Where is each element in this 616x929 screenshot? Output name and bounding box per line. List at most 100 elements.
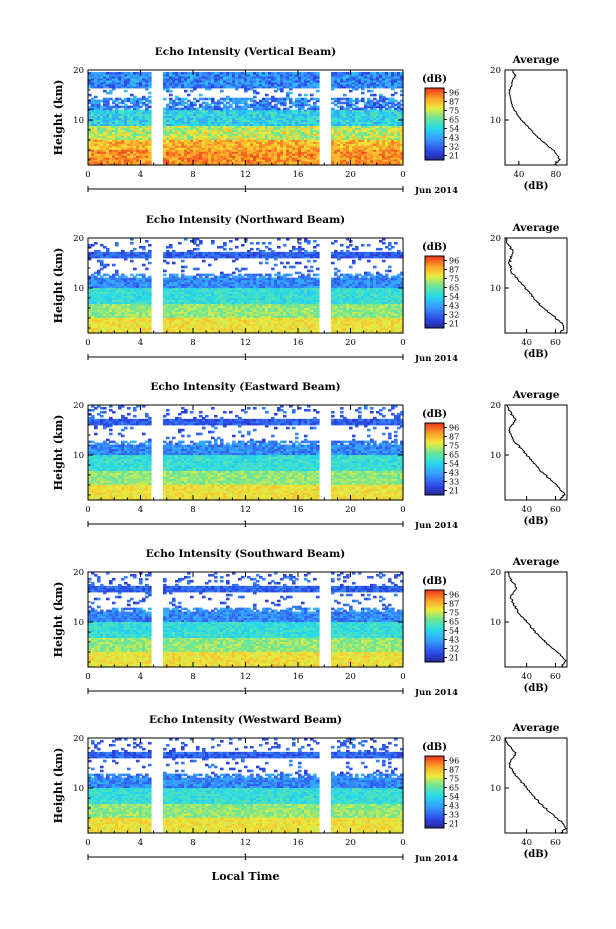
x-tick-label: 4 [138, 838, 143, 848]
colorbar-tick-label: 87 [449, 433, 459, 442]
colorbar-tick-label: 87 [449, 266, 459, 275]
colorbar-tick-label: 43 [449, 802, 459, 811]
profile-x-tick-label: 40 [521, 505, 532, 515]
average-profile: Average 10 20 40 80(dB) [490, 54, 568, 192]
x-tick-label: 12 [240, 170, 251, 180]
x-tick-label: 8 [190, 838, 195, 848]
day-label: 1 [243, 687, 248, 697]
profile-title: Average [512, 389, 560, 401]
y-axis-label: Height (km) [52, 582, 65, 658]
colorbar-tick-label: 21 [449, 320, 459, 329]
colorbar-unit: (dB) [422, 409, 447, 420]
heatmap [88, 572, 404, 668]
profile-x-tick-label: 60 [550, 838, 561, 848]
month-label: Jun 2014 [414, 186, 458, 196]
profile-title: Average [512, 54, 560, 66]
x-tick-label: 20 [345, 672, 356, 682]
y-tick-label: 10 [73, 784, 84, 794]
x-axis-label: Local Time [212, 870, 280, 883]
colorbar-tick-label: 75 [449, 442, 459, 451]
colorbar-unit: (dB) [422, 576, 447, 587]
x-tick-label: 16 [293, 505, 304, 515]
month-label: Jun 2014 [414, 688, 458, 698]
x-tick-label: 0 [85, 338, 90, 348]
colorbar-tick-label: 75 [449, 275, 459, 284]
x-tick-label: 8 [190, 338, 195, 348]
profile-x-tick-label: 40 [513, 170, 524, 180]
colorbar-unit: (dB) [422, 742, 447, 753]
colorbar-tick-label: 87 [449, 766, 459, 775]
profile-title: Average [512, 556, 560, 568]
day-label: 1 [243, 353, 248, 363]
colorbar-tick-label: 33 [449, 811, 459, 820]
profile-x-tick-label: 40 [521, 338, 532, 348]
profile-y-tick-label: 20 [490, 66, 501, 76]
x-tick-label: 20 [345, 838, 356, 848]
profile-x-tick-label: 40 [521, 838, 532, 848]
x-tick-label: 0 [400, 338, 405, 348]
colorbar-tick-label: 96 [449, 591, 459, 600]
profile-y-tick-label: 10 [490, 784, 501, 794]
x-tick-label: 16 [293, 838, 304, 848]
colorbar-tick-label: 65 [449, 618, 459, 627]
day-label: 1 [243, 520, 248, 530]
y-tick-label: 10 [73, 451, 84, 461]
colorbar-tick-label: 65 [449, 451, 459, 460]
colorbar-tick-label: 87 [449, 600, 459, 609]
profile-x-tick-label: 60 [550, 672, 561, 682]
y-axis-label: Height (km) [52, 415, 65, 491]
x-tick-label: 0 [85, 170, 90, 180]
y-tick-label: 20 [73, 734, 84, 744]
x-tick-label: 16 [293, 672, 304, 682]
x-tick-label: 0 [400, 672, 405, 682]
profile-y-tick-label: 10 [490, 284, 501, 294]
profile-x-tick-label: 40 [521, 672, 532, 682]
x-tick-label: 12 [240, 838, 251, 848]
profile-frame [504, 69, 568, 166]
profile-y-tick-label: 20 [490, 234, 501, 244]
profile-y-tick-label: 10 [490, 451, 501, 461]
profile-frame [504, 737, 568, 834]
colorbar-unit: (dB) [422, 242, 447, 253]
colorbar-tick-label: 54 [449, 460, 459, 469]
panel-1: Echo Intensity (Vertical Beam)1020Height… [52, 46, 568, 196]
y-axis-label: Height (km) [52, 80, 65, 156]
panel-3: Echo Intensity (Eastward Beam)1020Height… [52, 381, 568, 531]
profile-title: Average [512, 722, 560, 734]
x-tick-label: 16 [293, 170, 304, 180]
x-tick-label: 0 [400, 170, 405, 180]
colorbar-tick-label: 54 [449, 627, 459, 636]
panel-title: Echo Intensity (Southward Beam) [146, 548, 345, 560]
heatmap [88, 738, 404, 834]
x-tick-label: 4 [138, 672, 143, 682]
colorbar-tick-label: 65 [449, 784, 459, 793]
colorbar-tick-label: 65 [449, 284, 459, 293]
x-tick-label: 20 [345, 338, 356, 348]
colorbar-tick-label: 43 [449, 134, 459, 143]
profile-y-tick-label: 10 [490, 116, 501, 126]
colorbar-tick-label: 43 [449, 302, 459, 311]
x-tick-label: 12 [240, 672, 251, 682]
colorbar-tick-label: 87 [449, 98, 459, 107]
colorbar-tick-label: 75 [449, 609, 459, 618]
profile-frame [504, 237, 568, 334]
colorbar-tick-label: 33 [449, 478, 459, 487]
colorbar-tick-label: 21 [449, 487, 459, 496]
profile-line [506, 404, 566, 501]
x-tick-label: 16 [293, 338, 304, 348]
colorbar-tick-label: 96 [449, 257, 459, 266]
profile-frame [504, 404, 568, 501]
colorbar-tick-label: 75 [449, 775, 459, 784]
profile-line [508, 69, 561, 166]
profile-x-label: (dB) [524, 849, 549, 860]
x-tick-label: 0 [85, 672, 90, 682]
colorbar-tick-label: 54 [449, 125, 459, 134]
colorbar-tick-label: 54 [449, 793, 459, 802]
x-tick-label: 4 [138, 338, 143, 348]
average-profile: Average 10 20 40 60(dB) [490, 222, 568, 360]
average-profile: Average 10 20 40 60(dB) [490, 389, 568, 527]
heatmap [88, 238, 404, 334]
